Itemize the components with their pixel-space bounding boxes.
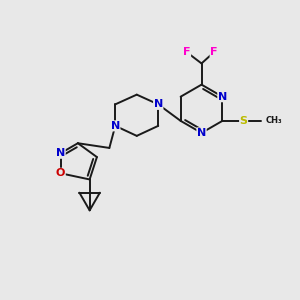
Text: N: N — [154, 99, 163, 110]
Text: F: F — [210, 47, 218, 57]
Text: N: N — [218, 92, 227, 102]
Text: CH₃: CH₃ — [266, 116, 282, 125]
Text: S: S — [240, 116, 248, 126]
Text: F: F — [183, 47, 190, 57]
Text: O: O — [56, 168, 65, 178]
Text: N: N — [111, 121, 120, 131]
Text: N: N — [56, 148, 65, 158]
Text: N: N — [197, 128, 206, 138]
